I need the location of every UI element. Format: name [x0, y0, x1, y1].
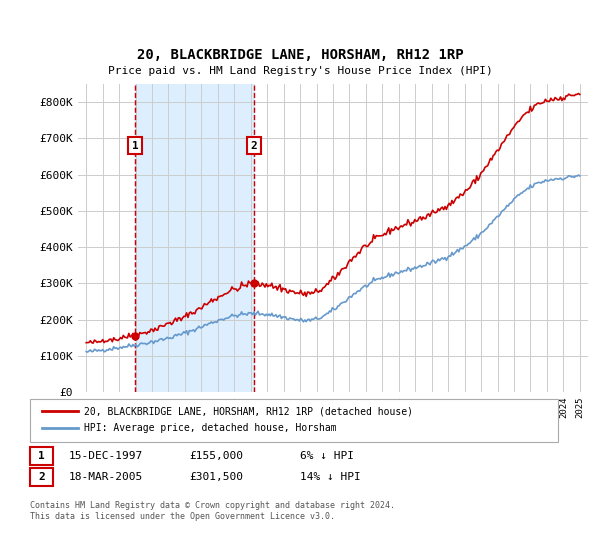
Text: Contains HM Land Registry data © Crown copyright and database right 2024.
This d: Contains HM Land Registry data © Crown c…: [30, 501, 395, 521]
Text: 18-MAR-2005: 18-MAR-2005: [69, 472, 143, 482]
Text: £301,500: £301,500: [189, 472, 243, 482]
Text: 15-DEC-1997: 15-DEC-1997: [69, 451, 143, 461]
Text: 1: 1: [38, 451, 45, 461]
Text: 20, BLACKBRIDGE LANE, HORSHAM, RH12 1RP: 20, BLACKBRIDGE LANE, HORSHAM, RH12 1RP: [137, 48, 463, 62]
Text: 1: 1: [131, 141, 138, 151]
Text: 2: 2: [251, 141, 257, 151]
Text: 6% ↓ HPI: 6% ↓ HPI: [300, 451, 354, 461]
Text: 2: 2: [38, 472, 45, 482]
Text: 20, BLACKBRIDGE LANE, HORSHAM, RH12 1RP (detached house): 20, BLACKBRIDGE LANE, HORSHAM, RH12 1RP …: [84, 406, 413, 416]
Text: 14% ↓ HPI: 14% ↓ HPI: [300, 472, 361, 482]
Bar: [135, 84, 254, 392]
Text: Price paid vs. HM Land Registry's House Price Index (HPI): Price paid vs. HM Land Registry's House …: [107, 66, 493, 76]
Text: £155,000: £155,000: [189, 451, 243, 461]
Text: HPI: Average price, detached house, Horsham: HPI: Average price, detached house, Hors…: [84, 423, 337, 433]
